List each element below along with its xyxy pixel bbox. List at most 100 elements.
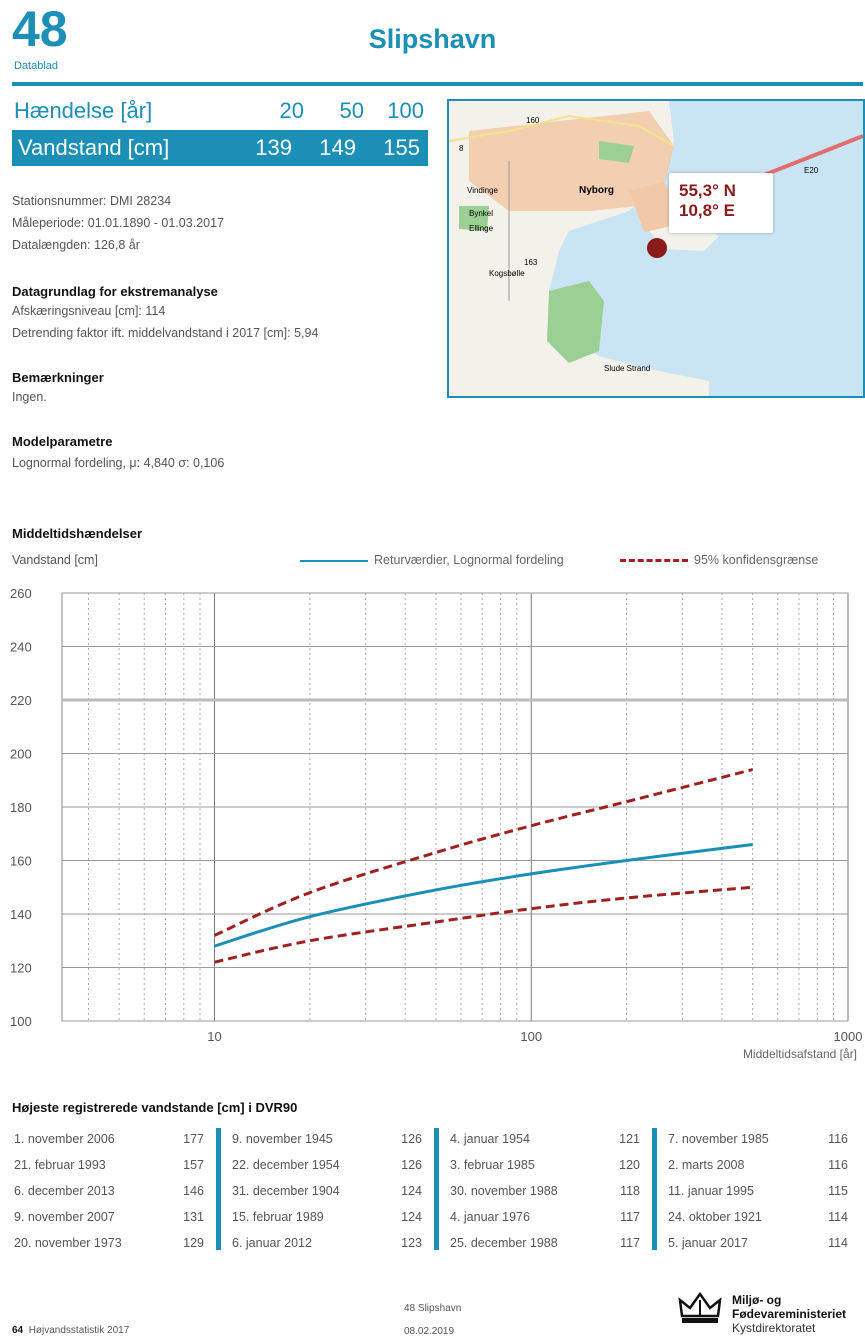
y-tick-label: 200 bbox=[10, 747, 32, 762]
y-tick-label: 260 bbox=[10, 586, 32, 601]
y-tick-label: 160 bbox=[10, 854, 32, 869]
record-row: 5. januar 2017 114 bbox=[668, 1232, 848, 1258]
record-date: 21. februar 1993 bbox=[14, 1158, 106, 1172]
page-title: Slipshavn bbox=[368, 24, 497, 54]
map-urban bbox=[469, 111, 674, 211]
column-divider bbox=[434, 1128, 439, 1250]
record-date: 9. november 2007 bbox=[14, 1210, 115, 1224]
remarks-text: Ingen. bbox=[12, 390, 47, 404]
map-place-label: Slude Strand bbox=[604, 364, 650, 373]
map-town-label: Nyborg bbox=[579, 185, 614, 196]
level-value: 149 bbox=[319, 135, 356, 160]
record-date: 6. december 2013 bbox=[14, 1184, 115, 1198]
y-tick-label: 120 bbox=[10, 961, 32, 976]
records-title: Højeste registrerede vandstande [cm] i D… bbox=[12, 1100, 298, 1115]
record-value: 121 bbox=[619, 1132, 640, 1146]
record-value: 129 bbox=[183, 1236, 204, 1250]
record-row: 3. februar 1985 120 bbox=[450, 1154, 640, 1180]
record-value: 157 bbox=[183, 1158, 204, 1172]
record-date: 11. januar 1995 bbox=[668, 1184, 754, 1198]
record-row: 2. marts 2008 116 bbox=[668, 1154, 848, 1180]
return-period-chart: 10 100 1000 100 120 140 160 180 200 220 240 260 bbox=[10, 586, 863, 1044]
x-tick-label: 100 bbox=[520, 1029, 542, 1044]
header-divider bbox=[12, 82, 863, 86]
record-date: 4. januar 1954 bbox=[450, 1132, 530, 1146]
station-number: Stationsnummer: DMI 28234 bbox=[12, 194, 172, 208]
record-date: 24. oktober 1921 bbox=[668, 1210, 762, 1224]
upper-confidence-line bbox=[213, 768, 754, 937]
level-value: 139 bbox=[255, 135, 292, 160]
record-value: 177 bbox=[183, 1132, 204, 1146]
map-road bbox=[449, 114, 675, 147]
latitude: 55,3° N bbox=[679, 181, 736, 200]
coordinate-box: 55,3° N 10,8° E bbox=[669, 173, 773, 233]
record-date: 2. marts 2008 bbox=[668, 1158, 745, 1172]
x-tick-label: 1000 bbox=[834, 1029, 863, 1044]
record-row: 15. februar 1989 124 bbox=[232, 1206, 422, 1232]
record-row: 6. december 2013 146 bbox=[14, 1180, 204, 1206]
record-value: 120 bbox=[619, 1158, 640, 1172]
record-value: 126 bbox=[401, 1158, 422, 1172]
map-place-label: Bynkel bbox=[469, 209, 493, 218]
datasheet-label: Datablad bbox=[14, 60, 59, 72]
map-place-label: Ellinge bbox=[469, 224, 494, 233]
record-value: 124 bbox=[401, 1210, 422, 1224]
station-info: Stationsnummer: DMI 28234 Måleperiode: 0… bbox=[12, 190, 224, 256]
record-value: 117 bbox=[620, 1210, 640, 1224]
chart-title: Middeltidshændelser bbox=[12, 526, 143, 541]
legend-return-label: Returværdier, Lognormal fordeling bbox=[374, 553, 564, 567]
map-forest bbox=[599, 141, 634, 163]
record-value: 115 bbox=[828, 1184, 848, 1198]
map-road-label: 160 bbox=[526, 116, 540, 125]
column-divider bbox=[652, 1128, 657, 1250]
record-value: 117 bbox=[620, 1236, 640, 1250]
y-tick-label: 100 bbox=[10, 1014, 32, 1029]
crown-logo bbox=[678, 1291, 722, 1323]
records-column: 1. november 2006 177 21. februar 1993 157 6.… bbox=[14, 1128, 204, 1258]
record-date: 6. januar 2012 bbox=[232, 1236, 312, 1250]
record-row: 25. december 1988 117 bbox=[450, 1232, 640, 1258]
record-row: 20. november 1973 129 bbox=[14, 1232, 204, 1258]
model-text: Lognormal fordeling, μ: 4,840 σ: 0,106 bbox=[12, 456, 225, 470]
publication-name: Højvandsstatistik 2017 bbox=[28, 1325, 130, 1336]
location-marker-icon bbox=[647, 238, 667, 258]
event-row: Hændelse [år] 20 50 100 bbox=[12, 94, 428, 128]
longitude: 10,8° E bbox=[679, 201, 735, 220]
basis-heading: Datagrundlag for ekstremanalyse bbox=[12, 284, 218, 299]
level-label: Vandstand [cm] bbox=[18, 135, 170, 160]
event-value: 100 bbox=[387, 98, 424, 123]
record-date: 9. november 1945 bbox=[232, 1132, 333, 1146]
record-row: 24. oktober 1921 114 bbox=[668, 1206, 848, 1232]
ministry-name: Miljø- og Fødevareministeriet Kystdirekt… bbox=[732, 1293, 846, 1335]
ministry-line1: Miljø- og bbox=[732, 1293, 782, 1307]
record-value: 146 bbox=[183, 1184, 204, 1198]
legend-solid-swatch bbox=[300, 559, 368, 562]
legend-return-values: Returværdier, Lognormal fordeling bbox=[300, 553, 564, 567]
map-road-label: E20 bbox=[804, 166, 819, 175]
event-label: Hændelse [år] bbox=[14, 98, 153, 123]
map-road-label: 163 bbox=[524, 258, 538, 267]
level-row: Vandstand [cm] 139 149 155 bbox=[12, 130, 428, 166]
y-axis-label: Vandstand [cm] bbox=[12, 553, 98, 567]
basis-info: Afskæringsniveau [cm]: 114 Detrending fa… bbox=[12, 300, 318, 344]
event-value: 20 bbox=[279, 98, 304, 123]
lower-confidence-line bbox=[214, 885, 753, 964]
level-value: 155 bbox=[383, 135, 420, 160]
footer-date: 08.02.2019 bbox=[404, 1326, 455, 1337]
map-place-label: Kogsbølle bbox=[489, 269, 525, 278]
legend-confidence: 95% konfidensgrænse bbox=[620, 553, 818, 567]
record-row: 7. november 1985 116 bbox=[668, 1128, 848, 1154]
record-date: 1. november 2006 bbox=[14, 1132, 115, 1146]
record-date: 31. december 1904 bbox=[232, 1184, 340, 1198]
legend-dashed-swatch bbox=[620, 559, 688, 563]
record-value: 118 bbox=[620, 1184, 640, 1198]
y-tick-label: 220 bbox=[10, 693, 32, 708]
map-place-label: Vindinge bbox=[467, 186, 499, 195]
legend-confidence-label: 95% konfidensgrænse bbox=[694, 553, 819, 567]
records-column: 9. november 1945 126 22. december 1954 126 3… bbox=[232, 1128, 422, 1258]
x-axis-label: Middeltidsafstand [år] bbox=[742, 1047, 857, 1061]
record-row: 22. december 1954 126 bbox=[232, 1154, 422, 1180]
record-value: 123 bbox=[401, 1236, 422, 1250]
record-date: 3. februar 1985 bbox=[450, 1158, 535, 1172]
record-row: 21. februar 1993 157 bbox=[14, 1154, 204, 1180]
